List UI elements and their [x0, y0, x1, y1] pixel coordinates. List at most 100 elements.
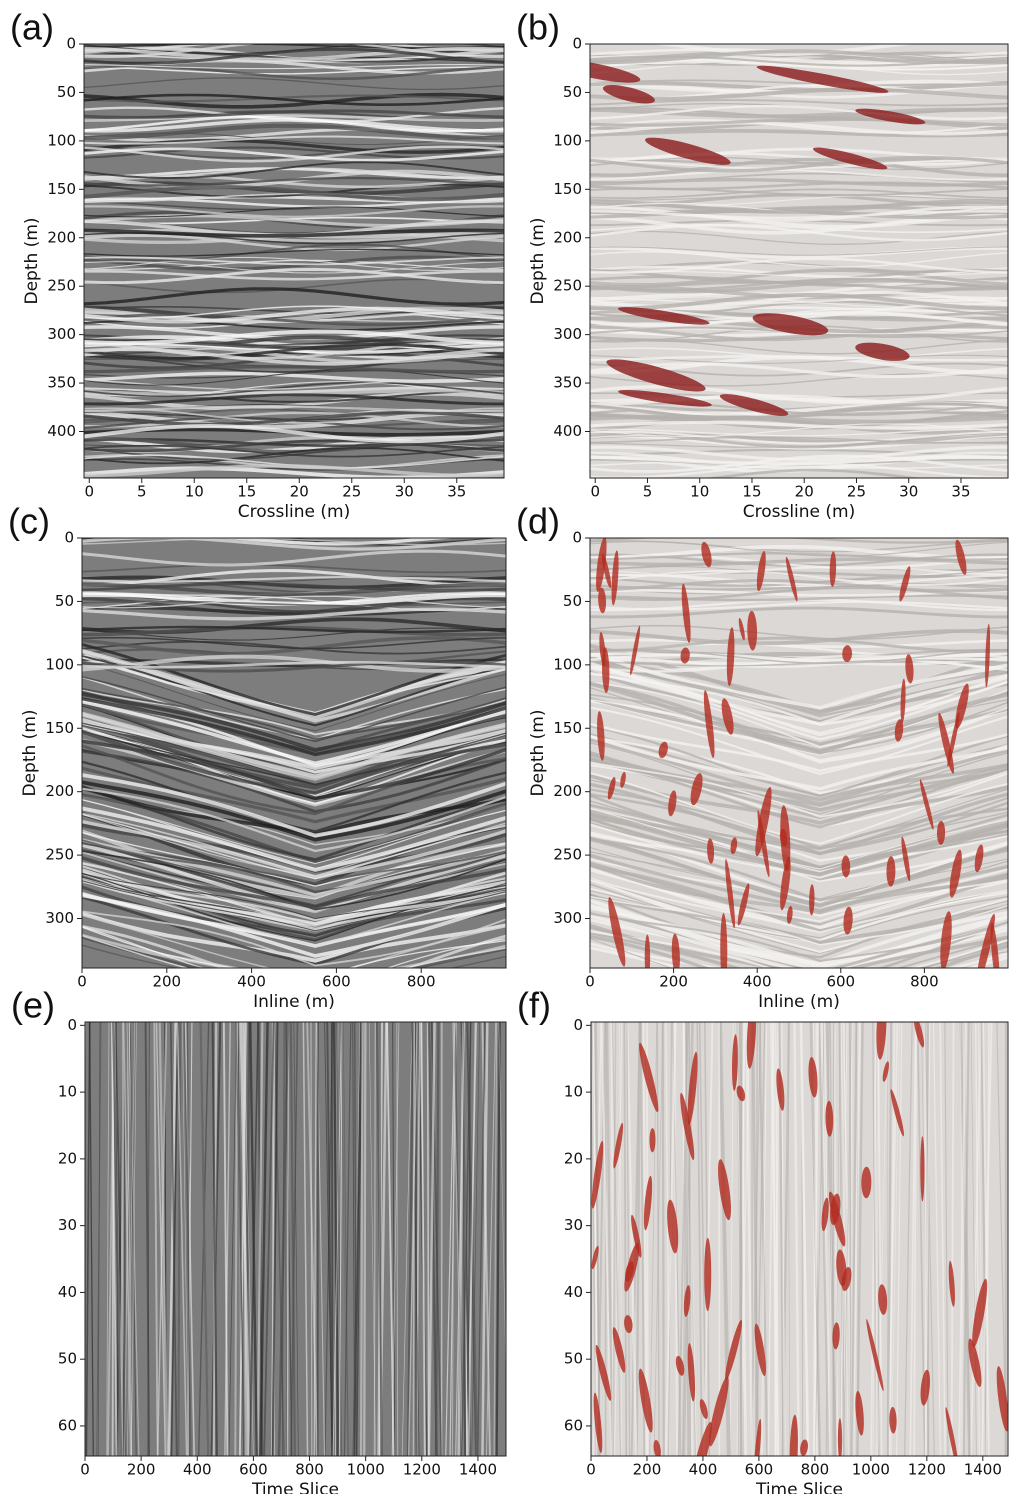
y-tick-label: 250 — [553, 846, 582, 864]
x-tick-label: 1400 — [964, 1461, 1002, 1479]
y-tick-label: 150 — [47, 180, 76, 198]
y-tick-label: 150 — [45, 719, 74, 737]
y-tick-label: 100 — [47, 131, 76, 149]
image-panel — [590, 535, 1008, 1009]
y-tick-label: 250 — [47, 277, 76, 295]
x-tick-label: 1000 — [347, 1461, 385, 1479]
x-tick-label: 25 — [342, 483, 361, 501]
x-tick-label: 600 — [745, 1461, 774, 1479]
x-tick-label: 35 — [951, 483, 970, 501]
x-tick-label: 200 — [127, 1461, 156, 1479]
trace — [311, 1022, 312, 1456]
y-tick-label: 10 — [564, 1083, 583, 1101]
y-tick-label: 30 — [564, 1216, 583, 1234]
x-axis-label: Crossline (m) — [238, 502, 351, 522]
x-tick-label: 15 — [237, 483, 256, 501]
y-tick-label: 40 — [58, 1283, 77, 1301]
y-tick-label: 300 — [553, 909, 582, 927]
x-tick-label: 0 — [586, 1461, 596, 1479]
y-tick-label: 400 — [553, 422, 582, 440]
y-tick-label: 0 — [67, 1016, 77, 1034]
panel-label: (f) — [517, 985, 551, 1026]
x-tick-label: 800 — [407, 973, 436, 991]
x-tick-label: 600 — [239, 1461, 268, 1479]
y-axis-label: Depth (m) — [528, 709, 548, 796]
y-tick-label: 100 — [45, 655, 74, 673]
x-tick-label: 1400 — [459, 1461, 497, 1479]
trace — [833, 1022, 834, 1456]
panel-label: (d) — [516, 501, 560, 542]
y-tick-label: 300 — [47, 325, 76, 343]
image-panel — [589, 997, 1010, 1491]
y-tick-label: 50 — [58, 1350, 77, 1368]
x-tick-label: 10 — [185, 483, 204, 501]
x-axis-label: Crossline (m) — [743, 502, 856, 522]
x-tick-label: 800 — [295, 1461, 324, 1479]
x-tick-label: 800 — [801, 1461, 830, 1479]
y-tick-label: 250 — [553, 277, 582, 295]
x-tick-label: 0 — [77, 973, 87, 991]
x-tick-label: 800 — [910, 973, 939, 991]
y-tick-label: 100 — [553, 655, 582, 673]
y-tick-label: 40 — [564, 1283, 583, 1301]
y-tick-label: 100 — [553, 131, 582, 149]
image-panel — [82, 533, 506, 998]
y-tick-label: 250 — [45, 846, 74, 864]
y-tick-label: 30 — [58, 1216, 77, 1234]
y-tick-label: 0 — [573, 1016, 583, 1034]
trace — [361, 1022, 362, 1456]
y-tick-label: 10 — [58, 1083, 77, 1101]
x-tick-label: 0 — [84, 483, 94, 501]
x-axis-label: Inline (m) — [253, 992, 335, 1012]
y-tick-label: 150 — [553, 719, 582, 737]
image-panel — [82, 1022, 508, 1456]
y-tick-label: 50 — [563, 592, 582, 610]
y-axis-label: Depth (m) — [528, 217, 548, 304]
panel-label: (e) — [11, 985, 55, 1026]
y-tick-label: 300 — [553, 325, 582, 343]
panel-label: (b) — [516, 7, 560, 48]
y-tick-label: 200 — [553, 228, 582, 246]
fault-probability — [920, 1136, 924, 1201]
y-tick-label: 0 — [66, 35, 76, 53]
y-tick-label: 20 — [58, 1149, 77, 1167]
y-tick-label: 350 — [553, 374, 582, 392]
x-tick-label: 400 — [237, 973, 266, 991]
y-tick-label: 0 — [572, 529, 582, 547]
x-tick-label: 20 — [290, 483, 309, 501]
x-tick-label: 1000 — [852, 1461, 890, 1479]
y-tick-label: 0 — [64, 529, 74, 547]
y-axis-label: Depth (m) — [20, 709, 40, 796]
trace — [413, 1022, 414, 1456]
y-tick-label: 0 — [572, 35, 582, 53]
y-tick-label: 200 — [45, 782, 74, 800]
y-tick-label: 200 — [553, 782, 582, 800]
y-tick-label: 350 — [47, 374, 76, 392]
y-tick-label: 50 — [55, 592, 74, 610]
x-tick-label: 600 — [322, 973, 351, 991]
trace — [663, 1022, 664, 1456]
y-tick-label: 20 — [564, 1149, 583, 1167]
y-axis-label: Depth (m) — [22, 217, 42, 304]
y-tick-label: 50 — [564, 1350, 583, 1368]
x-tick-label: 20 — [795, 483, 814, 501]
y-tick-label: 60 — [564, 1416, 583, 1434]
x-tick-label: 5 — [643, 483, 653, 501]
x-axis-label: Time Slice — [251, 1480, 339, 1494]
x-tick-label: 400 — [743, 973, 772, 991]
x-tick-label: 600 — [826, 973, 855, 991]
x-tick-label: 400 — [689, 1461, 718, 1479]
trace — [428, 1022, 429, 1456]
y-tick-label: 150 — [553, 180, 582, 198]
image-panel — [84, 37, 504, 479]
fault-probability — [649, 1128, 655, 1152]
x-tick-label: 200 — [633, 1461, 662, 1479]
x-tick-label: 5 — [137, 483, 147, 501]
x-tick-label: 0 — [80, 1461, 90, 1479]
trace — [364, 1022, 365, 1456]
x-tick-label: 1200 — [908, 1461, 946, 1479]
x-tick-label: 200 — [152, 973, 181, 991]
x-tick-label: 0 — [590, 483, 600, 501]
y-tick-label: 300 — [45, 909, 74, 927]
x-tick-label: 35 — [447, 483, 466, 501]
